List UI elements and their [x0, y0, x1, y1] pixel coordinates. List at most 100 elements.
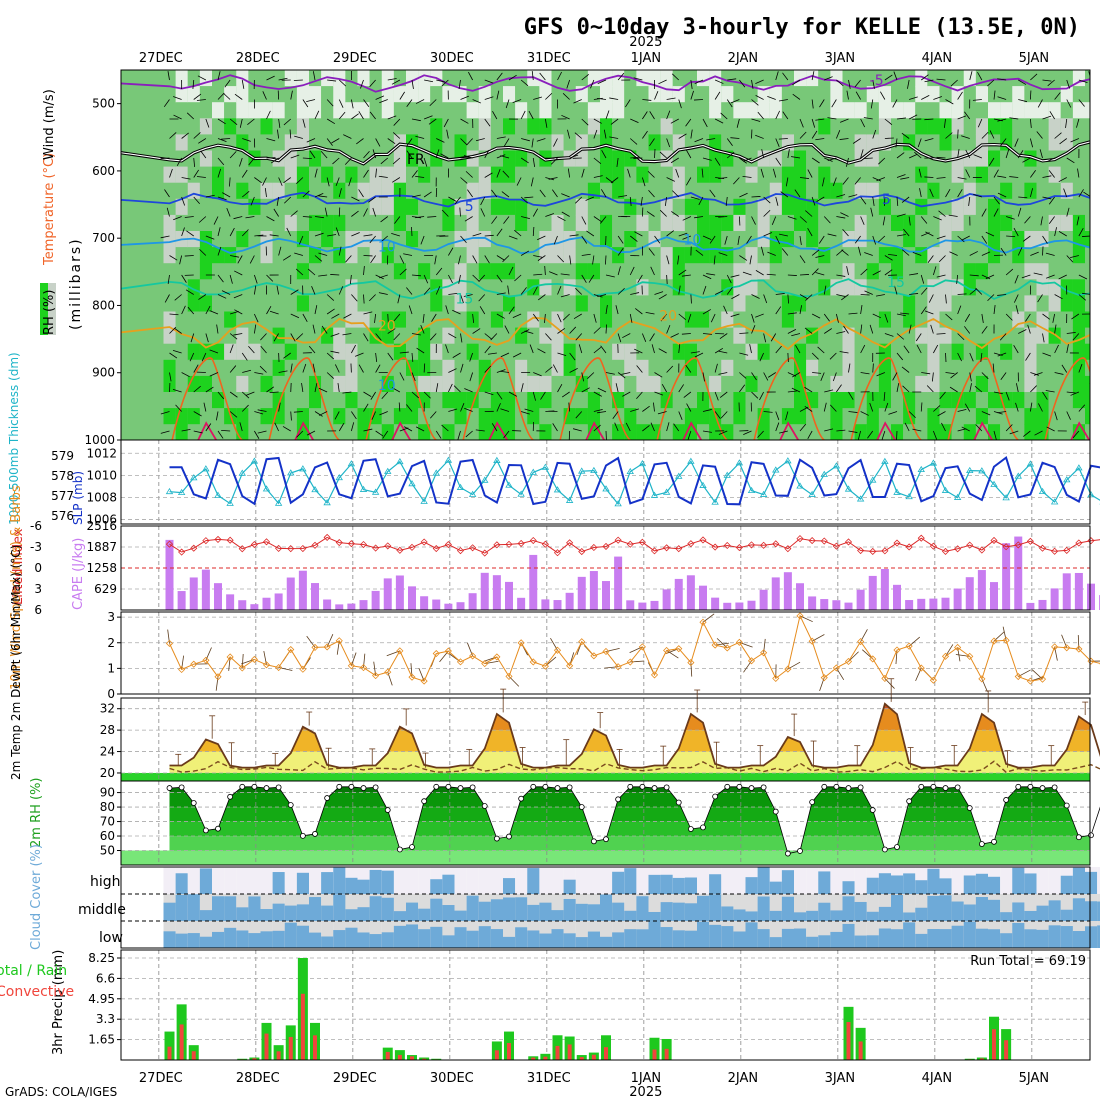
rh-cell	[818, 214, 831, 232]
cape-tick-label: 629	[94, 582, 117, 596]
cloud-cell	[515, 897, 528, 921]
wind-barb	[356, 138, 364, 145]
rh-cell	[587, 118, 601, 135]
wind10-point	[614, 663, 622, 671]
rh-cell	[660, 198, 673, 216]
wind-barb	[277, 129, 280, 139]
thickness-point	[371, 488, 380, 495]
rh-cell	[284, 295, 297, 312]
wind-barb	[642, 130, 648, 139]
rh-cell	[260, 392, 273, 409]
wind-barb	[997, 294, 1007, 296]
rh-cell	[430, 279, 443, 296]
wind-barb	[884, 137, 894, 139]
wind-barb	[378, 175, 388, 178]
cloud-cell	[636, 896, 649, 921]
wind-barb	[343, 313, 352, 319]
rh-cell	[697, 198, 710, 216]
wind-barb	[205, 423, 212, 432]
thickness-point	[869, 476, 877, 483]
thickness-point	[590, 466, 598, 474]
wind-barb	[997, 96, 1007, 100]
rh-cell	[915, 359, 928, 377]
wind-barb	[445, 305, 449, 315]
wind-barb	[1042, 246, 1044, 256]
wind-barb	[702, 157, 712, 161]
wind-barb	[569, 352, 576, 361]
bottom-date-label: 4JAN	[922, 1071, 953, 1086]
wind-barb	[475, 138, 485, 142]
wind-barb	[429, 411, 437, 419]
lifted-index-point	[1087, 537, 1095, 545]
rh-cell	[272, 375, 285, 393]
cloud-cell	[357, 932, 370, 948]
wind-barb	[1034, 430, 1043, 436]
rh-cell	[757, 166, 770, 184]
wind10-point	[590, 652, 598, 660]
cape-bar	[335, 604, 344, 610]
wind-barb	[1025, 313, 1031, 322]
rh-base-band	[121, 850, 1090, 865]
isotherm-label: 15	[455, 292, 473, 308]
wind10-point	[493, 653, 501, 661]
rh-cell	[939, 359, 952, 377]
wind-barb	[338, 246, 342, 256]
rh-cell	[975, 102, 989, 119]
wind-barb	[423, 191, 432, 198]
rh-cell	[551, 263, 564, 280]
wind-barb	[331, 313, 340, 319]
wind-barb	[326, 294, 335, 301]
wind10-point	[444, 647, 452, 655]
rh-cell	[430, 408, 443, 425]
wind10-point	[966, 652, 974, 660]
rh-cell	[442, 134, 455, 151]
rh-cell	[563, 375, 576, 393]
wind-barb	[1042, 79, 1052, 82]
rh-cell	[636, 295, 649, 312]
wind-barb	[593, 294, 603, 298]
wind-barb	[1078, 99, 1085, 107]
wind-barb	[739, 157, 747, 164]
rh-cell	[757, 102, 770, 119]
wind-barb	[775, 110, 780, 120]
wind-barb	[504, 325, 510, 334]
rh-cell	[236, 134, 249, 151]
wind-barb	[839, 138, 849, 140]
wind10-point	[275, 663, 283, 672]
wind-barb	[533, 372, 542, 377]
wind-barb	[678, 411, 683, 420]
wind-barb	[332, 157, 340, 165]
wind-barb	[1015, 383, 1019, 393]
cloud-cell	[272, 872, 285, 894]
rh-cell	[527, 263, 540, 280]
thickness-point	[626, 467, 634, 475]
rh-cell	[709, 86, 722, 103]
wind-barb	[1030, 169, 1036, 178]
rh-cell	[757, 359, 770, 377]
rh-cell	[321, 263, 334, 280]
rh-cell	[988, 408, 1001, 425]
rh-band	[169, 792, 1090, 808]
rh-cell	[345, 86, 358, 103]
rh-cell	[393, 166, 407, 184]
rh-cell	[345, 166, 358, 184]
rh-cell	[1085, 295, 1090, 312]
wind-barb	[399, 268, 407, 276]
wind-barb	[216, 324, 219, 334]
wind-barb	[532, 208, 539, 217]
wind-barb	[343, 134, 352, 139]
warm-isotherm	[656, 357, 728, 440]
rh-cell	[636, 375, 649, 393]
cape-bar	[638, 602, 647, 610]
wind10-point	[347, 662, 355, 670]
credit-text: GrADS: COLA/IGES	[5, 1085, 117, 1099]
rh-cell	[212, 182, 225, 200]
cloud-cell	[794, 928, 807, 948]
wind-barb	[870, 99, 874, 109]
cape-bar	[238, 600, 247, 610]
rh-cell	[854, 198, 867, 216]
wind-barb	[193, 430, 203, 434]
wind-barb	[932, 266, 937, 276]
rh-cell	[309, 263, 322, 280]
wind-barb	[363, 208, 368, 217]
